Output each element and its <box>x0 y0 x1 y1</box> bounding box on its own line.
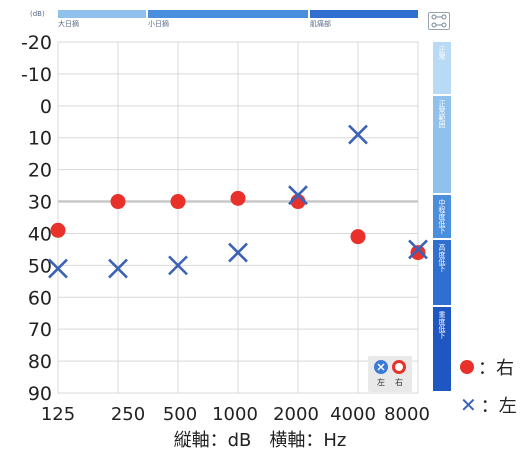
legend-left-label: ：左 <box>480 396 517 417</box>
severity-band-label: 正常 <box>438 46 446 60</box>
axis-caption: 縦軸：dB 横軸：Hz <box>173 430 347 451</box>
point-left <box>408 239 428 260</box>
severity-band-label: 正常範囲 <box>438 100 446 129</box>
band-label-1: 大日摘 <box>58 20 79 28</box>
x-tick-label: 8000 <box>384 404 430 425</box>
severity-band: 高度低下 <box>433 239 451 305</box>
right-ear-label: 右 <box>395 378 403 387</box>
severity-band: 中程度低下 <box>433 195 451 238</box>
legend-right-marker <box>460 360 474 374</box>
point-right <box>350 229 366 245</box>
severity-band: 重度低下 <box>433 306 451 391</box>
y-tick-label: 80 <box>28 351 52 373</box>
point-right <box>410 245 426 261</box>
x-tick-label: 500 <box>163 404 197 425</box>
point-left <box>168 255 188 276</box>
severity-band-label: 重度低下 <box>438 310 446 339</box>
band-label-2: 小日摘 <box>148 20 169 28</box>
point-right <box>170 194 186 210</box>
y-tick-label: 40 <box>28 223 52 245</box>
band-bar: 大日摘 小日摘 肌痛部 <box>58 10 418 28</box>
y-tick-label: 60 <box>28 287 52 309</box>
left-ear-icon[interactable] <box>374 360 388 374</box>
severity-band: 正常 <box>433 42 451 95</box>
band-segment-2 <box>148 10 308 18</box>
legend-left: ✕ ：左 <box>460 392 517 418</box>
y-tick-label: 10 <box>28 128 52 150</box>
band-segment-1 <box>58 10 146 18</box>
x-tick-label: 4000 <box>330 404 376 425</box>
x-tick-label: 125 <box>41 404 75 425</box>
y-tick-label: 30 <box>28 192 52 214</box>
x-tick-label: 250 <box>111 404 145 425</box>
band-label-3: 肌痛部 <box>310 20 331 28</box>
right-ear-icon[interactable] <box>392 360 406 374</box>
y-tick-label: -10 <box>21 64 52 86</box>
point-left <box>288 185 308 206</box>
point-left <box>108 258 128 279</box>
y-tick-label: 20 <box>28 160 52 182</box>
point-left <box>48 258 68 279</box>
severity-band-label: 中程度低下 <box>438 199 446 235</box>
band-segment-3 <box>310 10 418 18</box>
legend-right-label: ：右 <box>478 358 514 379</box>
severity-band: 正常範囲 <box>433 96 451 194</box>
y-tick-label: -20 <box>21 32 52 54</box>
point-right <box>230 190 246 206</box>
legend-right: ：右 <box>460 354 514 380</box>
expand-icon[interactable] <box>428 12 450 30</box>
y-tick-label: 0 <box>40 96 52 118</box>
point-left <box>228 242 248 263</box>
ear-toggle-box[interactable]: 左 右 <box>368 356 412 392</box>
severity-band-label: 高度低下 <box>438 243 446 272</box>
y-tick-label: 50 <box>28 255 52 277</box>
y-tick-label: 90 <box>28 383 52 405</box>
db-tag: (dB) <box>30 10 45 18</box>
y-tick-label: 70 <box>28 319 52 341</box>
expand-glyph-icon <box>431 14 447 28</box>
legend-left-marker: ✕ <box>460 393 477 417</box>
left-ear-label: 左 <box>377 378 385 387</box>
point-left <box>348 124 368 145</box>
x-tick-label: 1000 <box>212 404 258 425</box>
point-right <box>50 222 66 238</box>
x-tick-label: 2000 <box>273 404 319 425</box>
point-right <box>110 194 126 210</box>
